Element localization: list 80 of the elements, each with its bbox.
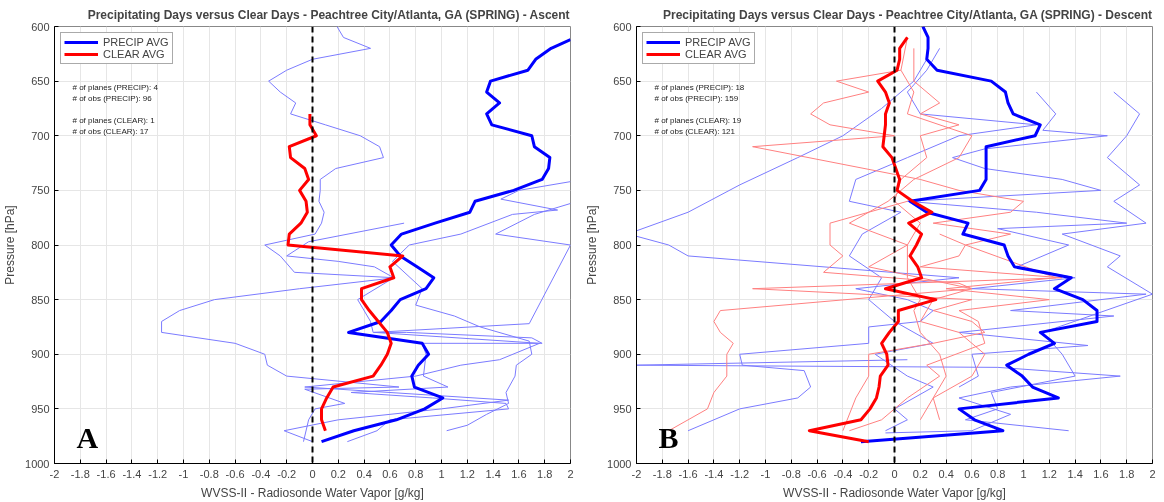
x-tick-label: 1 xyxy=(1020,467,1027,480)
x-tick-label: -2 xyxy=(49,467,60,480)
annotation: B xyxy=(658,420,679,454)
legend-label: CLEAR AVG xyxy=(103,48,165,60)
x-tick-label: -0.2 xyxy=(859,467,879,480)
x-tick-label: -1.6 xyxy=(678,467,698,480)
x-tick-label: -1.4 xyxy=(704,467,724,480)
annotation: # of planes (PRECIP): 4 xyxy=(72,82,159,92)
annotation: # of obs (PRECIP): 96 xyxy=(72,93,153,103)
x-tick-label: 2 xyxy=(567,467,574,480)
x-tick-label: 0.6 xyxy=(382,467,398,480)
x-tick-label: 1.4 xyxy=(1067,467,1083,480)
chart-title: Precipitating Days versus Clear Days - Peachtree City/Atlanta, GA (SPRING) - Ascent xyxy=(87,7,570,22)
x-tick-label: -0.4 xyxy=(833,467,853,480)
x-tick-label: -1.6 xyxy=(96,467,116,480)
annotation: A xyxy=(76,420,99,454)
x-tick-label: -1 xyxy=(760,467,771,480)
x-tick-label: -1.2 xyxy=(148,467,168,480)
x-tick-label: 1.4 xyxy=(485,467,501,480)
y-tick-label: 950 xyxy=(31,402,50,415)
x-tick-label: 1.8 xyxy=(537,467,553,480)
x-tick-label: -0.6 xyxy=(807,467,827,480)
annotation: # of obs (PRECIP): 159 xyxy=(654,93,739,103)
y-tick-label: 600 xyxy=(31,20,50,33)
x-tick-label: 0.2 xyxy=(912,467,928,480)
y-tick-label: 650 xyxy=(613,75,632,88)
y-tick-label: 600 xyxy=(613,20,632,33)
x-tick-label: 0.4 xyxy=(938,467,954,480)
y-tick-label: 850 xyxy=(31,293,50,306)
y-tick-label: 900 xyxy=(613,348,632,361)
legend-label: CLEAR AVG xyxy=(685,48,747,60)
y-axis-title: Pressure [hPa] xyxy=(585,205,600,285)
y-tick-label: 950 xyxy=(613,402,632,415)
x-tick-label: -0.4 xyxy=(251,467,271,480)
annotation: # of planes (CLEAR): 1 xyxy=(72,115,156,125)
x-tick-label: -0.2 xyxy=(277,467,297,480)
x-tick-label: -2 xyxy=(631,467,642,480)
y-tick-label: 650 xyxy=(31,75,50,88)
x-tick-label: 1.6 xyxy=(511,467,527,480)
x-tick-label: -0.8 xyxy=(199,467,219,480)
x-tick-label: 1.2 xyxy=(459,467,475,480)
x-tick-label: 1.2 xyxy=(1041,467,1057,480)
x-tick-label: -1.4 xyxy=(122,467,142,480)
y-tick-label: 850 xyxy=(613,293,632,306)
chart-title: Precipitating Days versus Clear Days - Peachtree City/Atlanta, GA (SPRING) - Descent xyxy=(663,7,1153,22)
y-tick-label: 800 xyxy=(31,239,50,251)
y-tick-label: 800 xyxy=(613,239,632,251)
x-axis-title: WVSS-II - Radiosonde Water Vapor [g/kg] xyxy=(201,485,424,500)
annotation: # of planes (CLEAR): 19 xyxy=(654,115,742,125)
x-axis-title: WVSS-II - Radiosonde Water Vapor [g/kg] xyxy=(783,485,1006,500)
y-tick-label: 750 xyxy=(613,184,632,197)
y-tick-label: 700 xyxy=(613,129,632,142)
annotation: # of obs (CLEAR): 121 xyxy=(654,126,736,136)
x-tick-label: 0 xyxy=(891,467,898,480)
x-tick-label: -0.8 xyxy=(781,467,801,480)
x-tick-label: 2 xyxy=(1149,467,1156,480)
y-tick-label: 700 xyxy=(31,129,50,142)
x-tick-label: -1.8 xyxy=(652,467,672,480)
annotation: # of obs (CLEAR): 17 xyxy=(72,126,150,136)
x-tick-label: -1.2 xyxy=(730,467,750,480)
y-tick-label: 900 xyxy=(31,348,50,361)
x-tick-label: -1 xyxy=(178,467,189,480)
x-tick-label: 1 xyxy=(438,467,445,480)
y-tick-label: 750 xyxy=(31,184,50,197)
legend-label: PRECIP AVG xyxy=(103,36,169,48)
annotation: # of planes (PRECIP): 18 xyxy=(654,82,745,92)
x-tick-label: 0.8 xyxy=(990,467,1006,480)
x-tick-label: 0 xyxy=(309,467,316,480)
legend-label: PRECIP AVG xyxy=(685,36,751,48)
x-tick-label: -0.6 xyxy=(225,467,245,480)
y-axis-title: Pressure [hPa] xyxy=(3,205,18,285)
x-tick-label: -1.8 xyxy=(70,467,90,480)
x-tick-label: 0.4 xyxy=(356,467,372,480)
y-tick-label: 1000 xyxy=(607,457,632,470)
x-tick-label: 1.6 xyxy=(1093,467,1109,480)
y-tick-label: 1000 xyxy=(25,457,50,470)
x-tick-label: 0.6 xyxy=(964,467,980,480)
x-tick-label: 0.2 xyxy=(330,467,346,480)
x-tick-label: 1.8 xyxy=(1119,467,1135,480)
x-tick-label: 0.8 xyxy=(408,467,424,480)
